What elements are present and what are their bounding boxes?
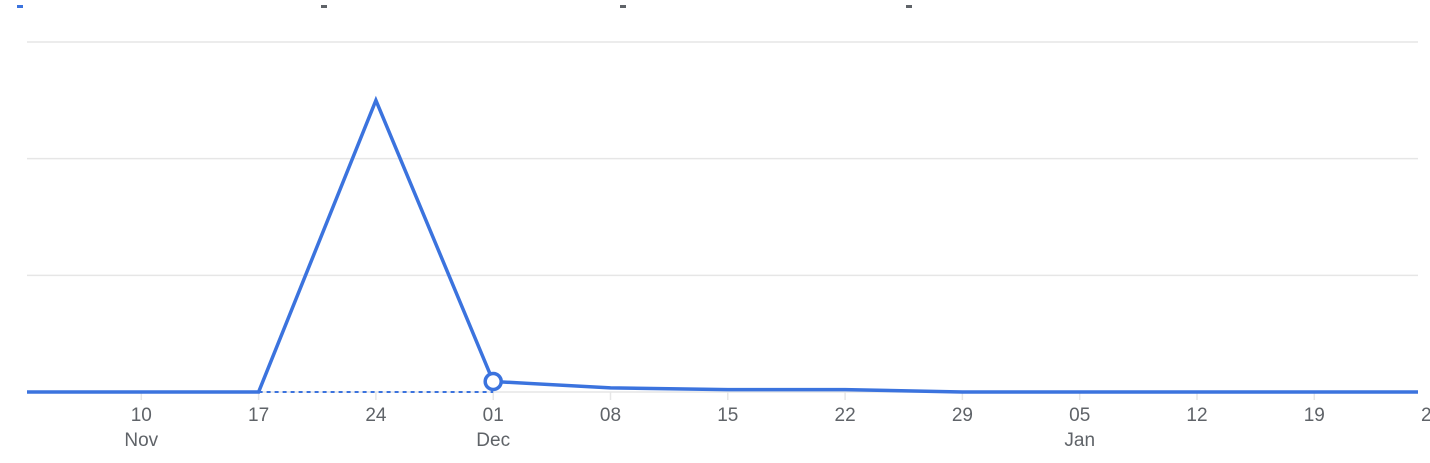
legend-marker xyxy=(906,5,912,8)
legend-marker xyxy=(321,5,327,8)
x-tick-label: 05 xyxy=(1069,405,1090,426)
x-month-label: Dec xyxy=(476,430,510,451)
x-tick-label: 10 xyxy=(131,405,152,426)
x-month-label: Jan xyxy=(1064,430,1095,451)
x-tick-label: 08 xyxy=(600,405,621,426)
x-tick-label: 01 xyxy=(483,405,504,426)
x-tick-label: 29 xyxy=(952,405,973,426)
highlighted-point-marker xyxy=(483,371,503,392)
x-tick-label: 24 xyxy=(365,405,387,426)
x-tick-label: 15 xyxy=(717,405,738,426)
x-tick-label: 19 xyxy=(1304,405,1325,426)
x-month-label: Nov xyxy=(124,430,158,451)
series-line xyxy=(27,95,1418,394)
x-tick-label: 12 xyxy=(1186,405,1207,426)
legend-marker xyxy=(620,5,626,8)
x-tick-label: 17 xyxy=(248,405,269,426)
x-tick-label: 26 xyxy=(1421,405,1430,426)
x-tick-label: 22 xyxy=(835,405,856,426)
legend-marker xyxy=(17,5,23,8)
